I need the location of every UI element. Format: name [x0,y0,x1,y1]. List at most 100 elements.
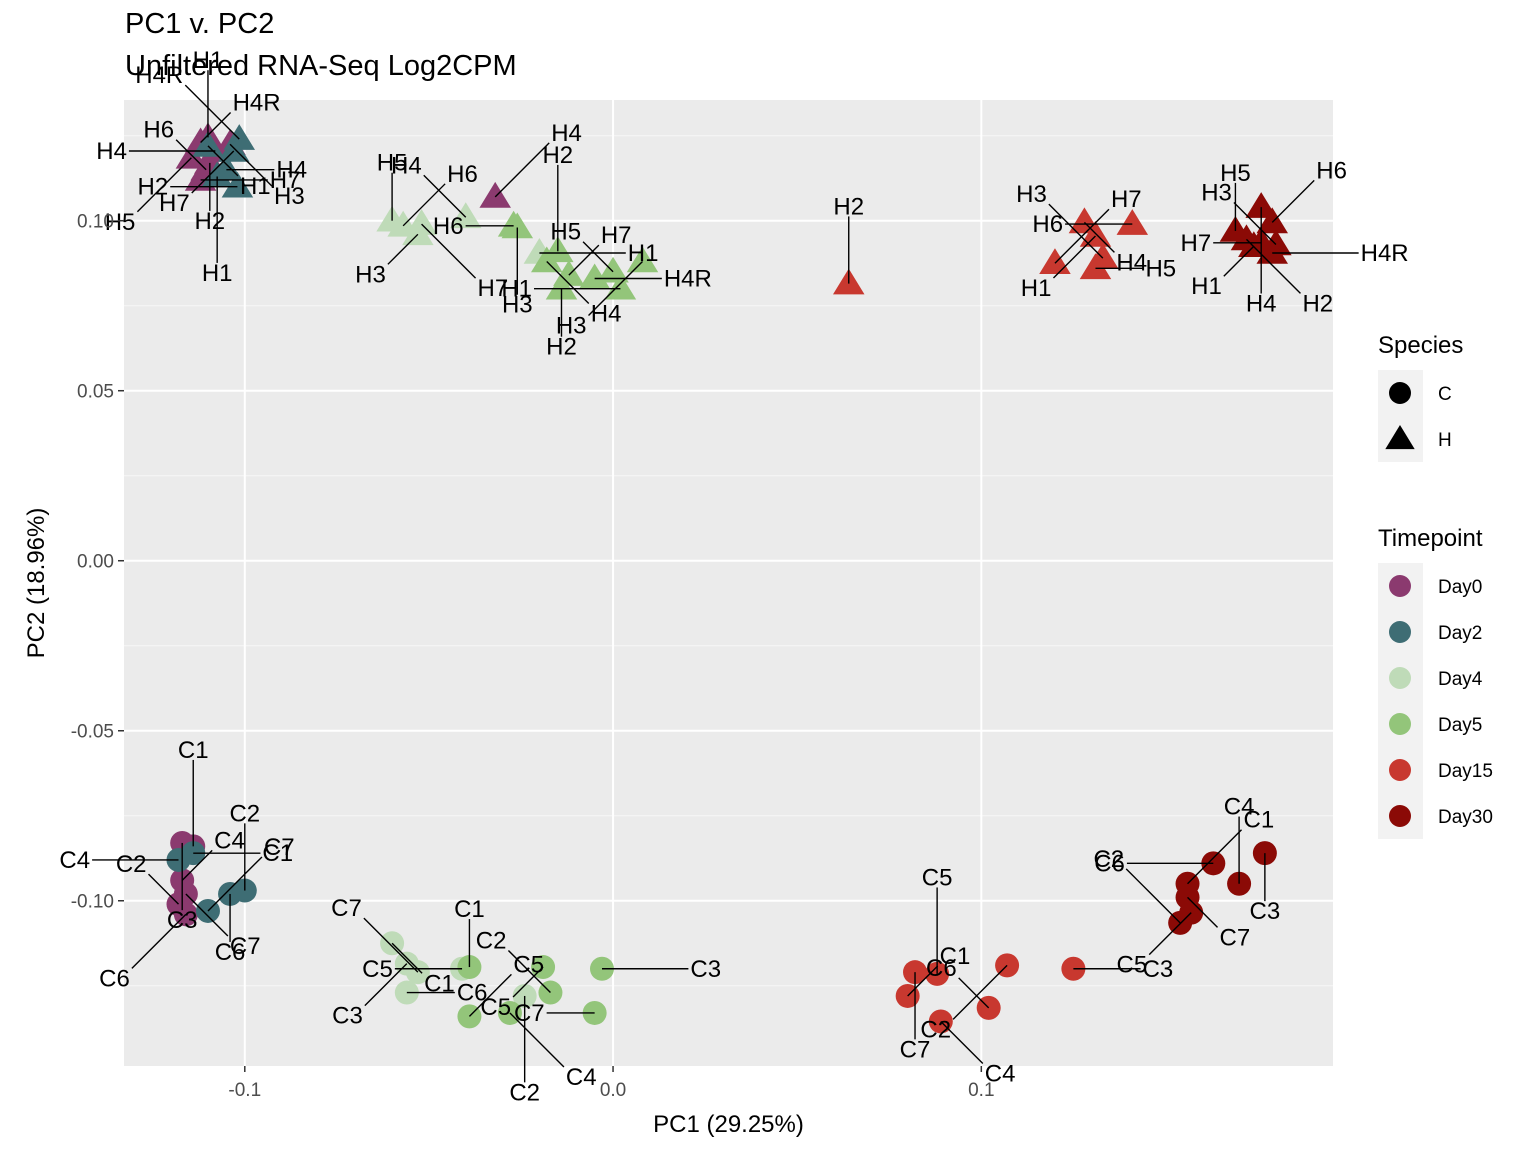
legend-timepoint-key [1389,621,1411,643]
label-leader [1125,868,1181,924]
point-label: H1 [1021,275,1052,302]
point-label: H2 [194,208,225,235]
y-tick-label: -0.05 [71,722,114,743]
point-label: C1 [262,840,293,867]
point-label: C5 [922,864,953,891]
label-leader [568,244,600,276]
point-label: H5 [1145,255,1176,282]
label-leader [1054,208,1110,264]
point-label: H4R [135,62,183,89]
y-tick-label: 0.00 [77,552,114,573]
point-H5 [1079,253,1112,280]
label-leader [131,913,187,969]
y-tick-label: -0.10 [71,892,114,913]
label-leader [907,965,939,997]
label-leader [1187,829,1243,885]
point-label: H3 [1016,181,1047,208]
point-H4R [223,124,256,150]
point-label: H5 [550,219,581,246]
label-leader [468,973,512,1017]
label-leader [191,150,235,194]
label-leader [546,261,590,305]
point-label: H2 [138,174,169,201]
point-H3 [402,219,434,246]
label-leader [958,977,990,1009]
label-leader [1187,896,1219,928]
point-label: H4R [233,90,281,117]
y-tick-label: 0.10 [77,212,114,233]
point-label: C4 [566,1064,597,1091]
point-label: H7 [1111,186,1142,213]
point-label: C6 [99,965,130,992]
legend-timepoint-key [1389,805,1411,827]
point-label: H1 [1191,273,1222,300]
label-leader [402,183,446,227]
legend-timepoint-label: Day2 [1438,623,1482,644]
legend-timepoint-label: Day15 [1438,761,1493,782]
point-label: H4 [551,120,582,147]
point-label: C4 [214,827,245,854]
point-H6 [1116,209,1149,235]
point-label: H1 [240,173,271,200]
minor-gridlines [124,100,1333,1066]
point-H1 [604,273,637,300]
label-leader [423,174,467,218]
label-leader [1048,203,1104,259]
point-label: H4R [1361,240,1409,267]
point-label: H2 [546,334,577,361]
legend-timepoint-label: Day5 [1438,715,1482,736]
label-leader [207,856,263,912]
label-leader [507,950,551,994]
label-leader [582,241,614,273]
point-label: H4 [591,301,622,328]
label-leader [952,964,1008,1020]
point-label: H4R [664,266,712,293]
label-leader [1083,221,1115,253]
legend-timepoint-key [1389,667,1411,689]
legend-title-species: Species [1378,332,1463,359]
point-label: C5 [480,994,511,1021]
point-label: H6 [433,213,464,240]
label-leader [181,849,213,881]
legend-key-bg [1378,563,1423,839]
legend: Species C H Timepoint Day0 Day2 Day4 Day5 Day15 D… [1378,332,1493,839]
point-label: C2 [920,1016,951,1043]
point-label: C5 [362,956,393,983]
point-label: H7 [1181,230,1212,257]
point-H1 [192,130,224,157]
point-label: C2 [229,800,260,827]
point-label: H4 [391,152,422,179]
point-label: C1 [454,896,485,923]
point-label: C4 [1224,794,1255,821]
label-leader [1245,238,1301,294]
legend-species-label: C [1438,384,1452,405]
label-leader [148,873,179,905]
point-label: H5 [1220,160,1251,187]
label-leader [175,139,207,171]
label-leader [364,963,408,1007]
point-H6 [1256,207,1288,234]
label-leader [494,142,550,198]
point-label: C7 [230,933,261,960]
point-H4 [1245,192,1277,218]
label-leader [136,157,192,213]
chart-subtitle: Unfiltered RNA-Seq Log2CPM [125,50,517,82]
label-leader [509,1012,565,1068]
point-label: C2 [509,1079,540,1106]
label-leader [387,233,419,265]
legend-timepoint-key [1389,713,1411,735]
point-H4 [531,246,563,273]
point-label: C1 [940,943,971,970]
label-leader [1223,245,1255,277]
point-label: H4 [1116,249,1147,276]
label-leader [363,917,419,973]
point-label: C3 [167,907,198,934]
point-label: C3 [1250,898,1281,925]
x-tick-label: 0.0 [600,1080,626,1101]
legend-species-circle-key [1389,382,1411,404]
point-label: H1 [628,240,659,267]
x-tick-label: 0.1 [968,1080,994,1101]
point-label: H1 [202,260,233,287]
